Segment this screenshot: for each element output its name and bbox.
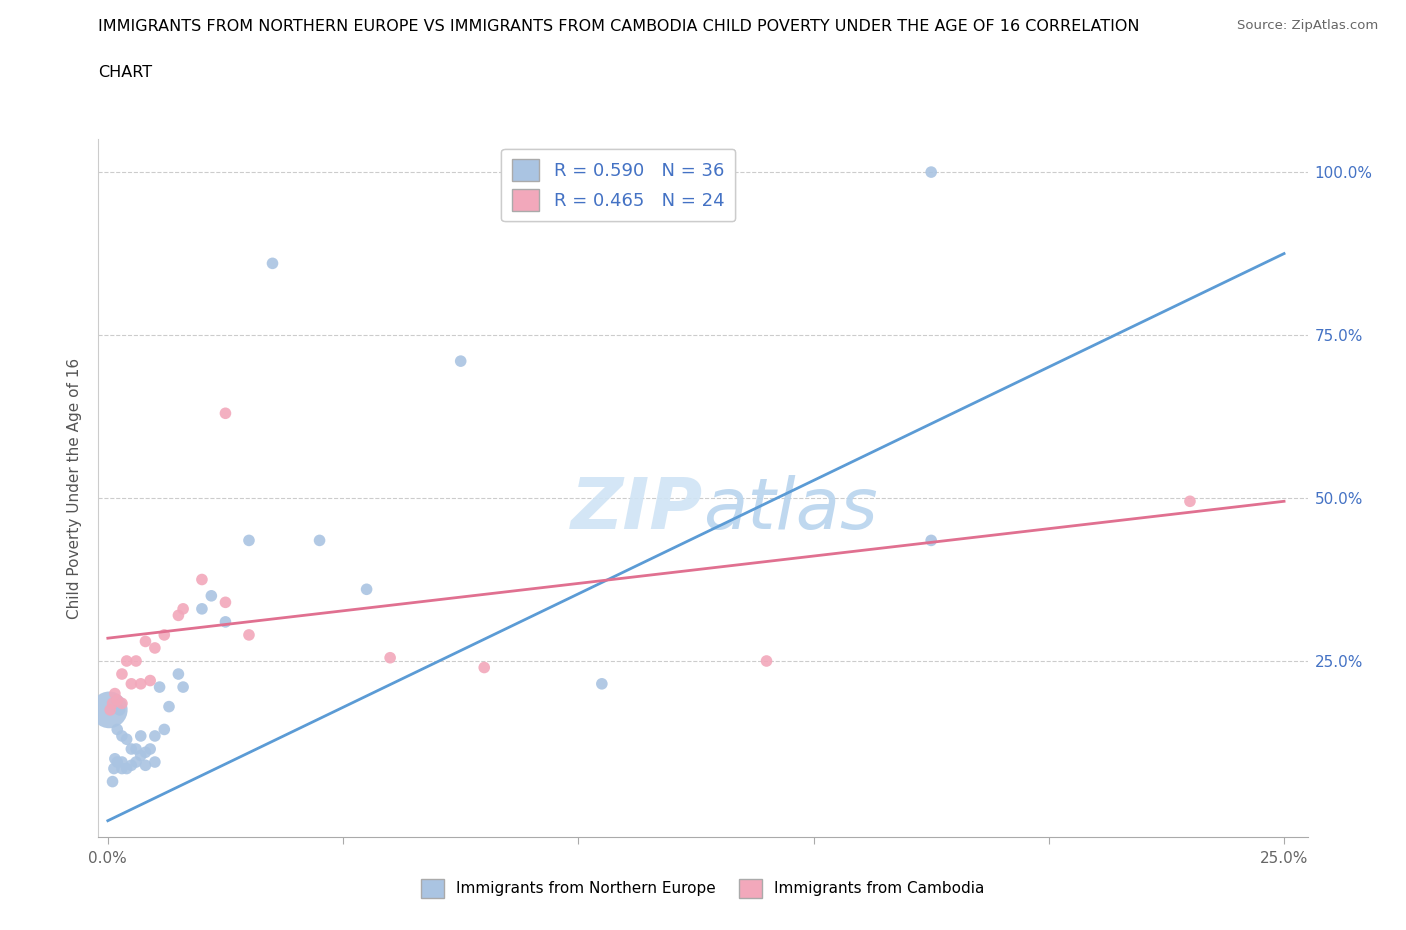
Point — [214, 615, 236, 630]
Point — [472, 660, 495, 675]
Point — [111, 761, 134, 776]
Point — [356, 582, 378, 597]
Point — [920, 165, 942, 179]
Point — [115, 761, 138, 776]
Point — [191, 602, 214, 617]
Legend: R = 0.590   N = 36, R = 0.465   N = 24: R = 0.590 N = 36, R = 0.465 N = 24 — [502, 149, 735, 221]
Point — [378, 650, 401, 665]
Point — [143, 641, 166, 656]
Point — [115, 654, 138, 669]
Point — [105, 693, 128, 708]
Point — [262, 256, 284, 271]
Point — [167, 608, 190, 623]
Point — [111, 754, 134, 769]
Point — [153, 722, 176, 737]
Point — [214, 595, 236, 610]
Point — [134, 758, 156, 773]
Text: CHART: CHART — [98, 65, 152, 80]
Point — [129, 676, 152, 691]
Point — [308, 533, 330, 548]
Point — [238, 628, 260, 643]
Point — [134, 634, 156, 649]
Point — [125, 754, 148, 769]
Text: atlas: atlas — [703, 474, 877, 544]
Point — [103, 761, 125, 776]
Point — [115, 732, 138, 747]
Point — [139, 673, 162, 688]
Point — [755, 654, 778, 669]
Point — [134, 745, 156, 760]
Point — [101, 774, 124, 789]
Point — [920, 533, 942, 548]
Point — [143, 754, 166, 769]
Text: IMMIGRANTS FROM NORTHERN EUROPE VS IMMIGRANTS FROM CAMBODIA CHILD POVERTY UNDER : IMMIGRANTS FROM NORTHERN EUROPE VS IMMIG… — [98, 19, 1140, 33]
Point — [191, 572, 214, 587]
Point — [98, 702, 121, 717]
Point — [125, 741, 148, 756]
Point — [105, 754, 128, 769]
Point — [129, 748, 152, 763]
Point — [125, 654, 148, 669]
Point — [238, 533, 260, 548]
Point — [157, 699, 180, 714]
Point — [120, 676, 142, 691]
Point — [153, 628, 176, 643]
Point — [111, 667, 134, 682]
Point — [98, 702, 121, 717]
Point — [167, 667, 190, 682]
Point — [101, 696, 124, 711]
Point — [108, 702, 131, 717]
Legend: Immigrants from Northern Europe, Immigrants from Cambodia: Immigrants from Northern Europe, Immigra… — [415, 873, 991, 904]
Point — [1178, 494, 1201, 509]
Text: Source: ZipAtlas.com: Source: ZipAtlas.com — [1237, 19, 1378, 32]
Point — [200, 589, 222, 604]
Point — [143, 728, 166, 743]
Point — [120, 741, 142, 756]
Point — [214, 405, 236, 420]
Point — [104, 751, 127, 766]
Point — [149, 680, 172, 695]
Y-axis label: Child Poverty Under the Age of 16: Child Poverty Under the Age of 16 — [67, 358, 83, 618]
Point — [129, 728, 152, 743]
Text: ZIP: ZIP — [571, 474, 703, 544]
Point — [172, 602, 194, 617]
Point — [111, 728, 134, 743]
Point — [120, 758, 142, 773]
Point — [172, 680, 194, 695]
Point — [139, 741, 162, 756]
Point — [111, 696, 134, 711]
Point — [105, 722, 128, 737]
Point — [591, 676, 613, 691]
Point — [450, 353, 472, 368]
Point — [104, 686, 127, 701]
